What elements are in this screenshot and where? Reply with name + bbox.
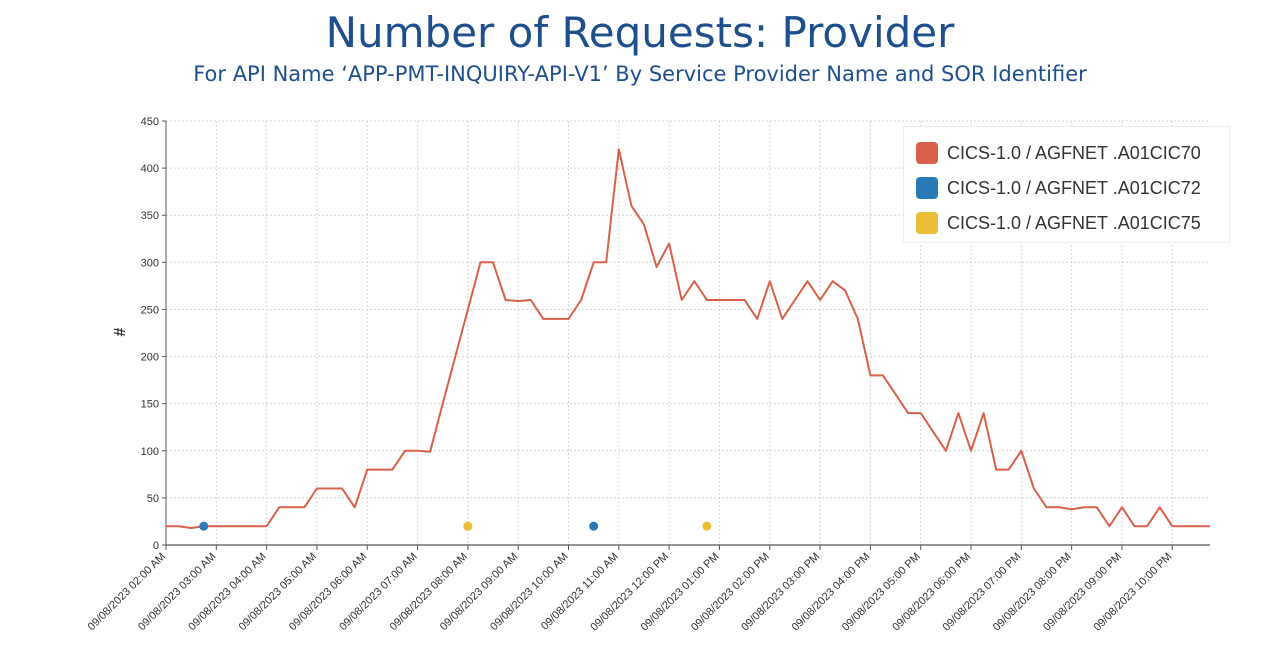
y-tick-label: 150 <box>141 399 159 411</box>
legend-label: CICS-1.0 / AGFNET .A01CIC75 <box>947 212 1201 233</box>
data-point-series-2 <box>702 521 712 531</box>
y-tick-label: 50 <box>147 493 159 505</box>
y-tick-label: 400 <box>141 163 159 175</box>
legend-label: CICS-1.0 / AGFNET .A01CIC72 <box>947 177 1201 198</box>
data-point-series-1 <box>589 521 599 531</box>
legend-label: CICS-1.0 / AGFNET .A01CIC70 <box>947 142 1201 163</box>
legend-item-a01cic70[interactable]: CICS-1.0 / AGFNET .A01CIC70 <box>916 140 1201 166</box>
y-tick-label: 0 <box>153 540 159 552</box>
axes <box>162 120 1210 550</box>
chart-title: Number of Requests: Provider <box>325 8 955 57</box>
data-point-series-2 <box>463 521 473 531</box>
chart-subtitle: For API Name ‘APP-PMT-INQUIRY-API-V1’ By… <box>193 62 1087 86</box>
y-tick-label: 250 <box>141 304 159 316</box>
legend-item-a01cic72[interactable]: CICS-1.0 / AGFNET .A01CIC72 <box>916 175 1201 201</box>
y-tick-label: 450 <box>141 116 159 128</box>
y-tick-label: 200 <box>141 352 159 364</box>
y-tick-labels: 0 50 100 150 200 250 300 350 400 450 <box>141 116 159 552</box>
legend-swatch <box>916 177 938 199</box>
series-group <box>166 148 1210 531</box>
legend-swatch <box>916 212 938 234</box>
legend: CICS-1.0 / AGFNET .A01CIC70 CICS-1.0 / A… <box>903 126 1230 243</box>
legend-item-a01cic75[interactable]: CICS-1.0 / AGFNET .A01CIC75 <box>916 210 1201 236</box>
y-tick-label: 350 <box>141 210 159 222</box>
y-axis-label: # <box>112 327 129 336</box>
y-tick-label: 300 <box>141 257 159 269</box>
series-line-0 <box>166 148 1210 529</box>
legend-swatch <box>916 142 938 164</box>
y-tick-label: 100 <box>141 446 159 458</box>
data-point-series-1 <box>199 521 209 531</box>
